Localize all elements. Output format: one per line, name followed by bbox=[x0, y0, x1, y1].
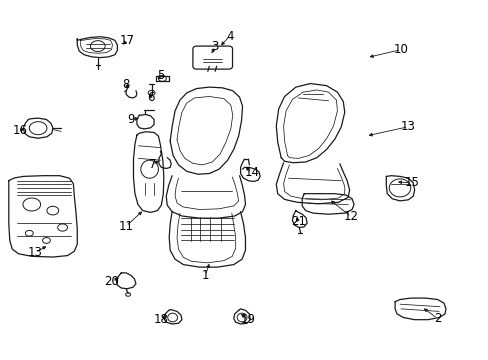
Text: 4: 4 bbox=[225, 30, 233, 42]
Text: 10: 10 bbox=[393, 43, 407, 56]
Text: 11: 11 bbox=[119, 220, 133, 233]
Text: 12: 12 bbox=[343, 210, 358, 223]
Text: 13: 13 bbox=[28, 246, 42, 259]
Text: 8: 8 bbox=[122, 78, 130, 91]
Text: 15: 15 bbox=[404, 176, 418, 189]
Text: 17: 17 bbox=[120, 34, 134, 47]
Text: 14: 14 bbox=[244, 166, 259, 179]
Text: 5: 5 bbox=[156, 69, 164, 82]
Text: 19: 19 bbox=[241, 313, 255, 326]
Text: 7: 7 bbox=[148, 158, 156, 171]
Text: 20: 20 bbox=[104, 275, 119, 288]
Text: 13: 13 bbox=[400, 120, 415, 133]
Text: 2: 2 bbox=[433, 312, 441, 325]
Text: 16: 16 bbox=[13, 124, 28, 137]
Text: 21: 21 bbox=[290, 215, 305, 228]
Text: 9: 9 bbox=[127, 113, 135, 126]
Text: 18: 18 bbox=[154, 313, 168, 326]
Text: 1: 1 bbox=[201, 269, 209, 282]
Text: 3: 3 bbox=[211, 40, 219, 53]
Text: 6: 6 bbox=[146, 91, 154, 104]
